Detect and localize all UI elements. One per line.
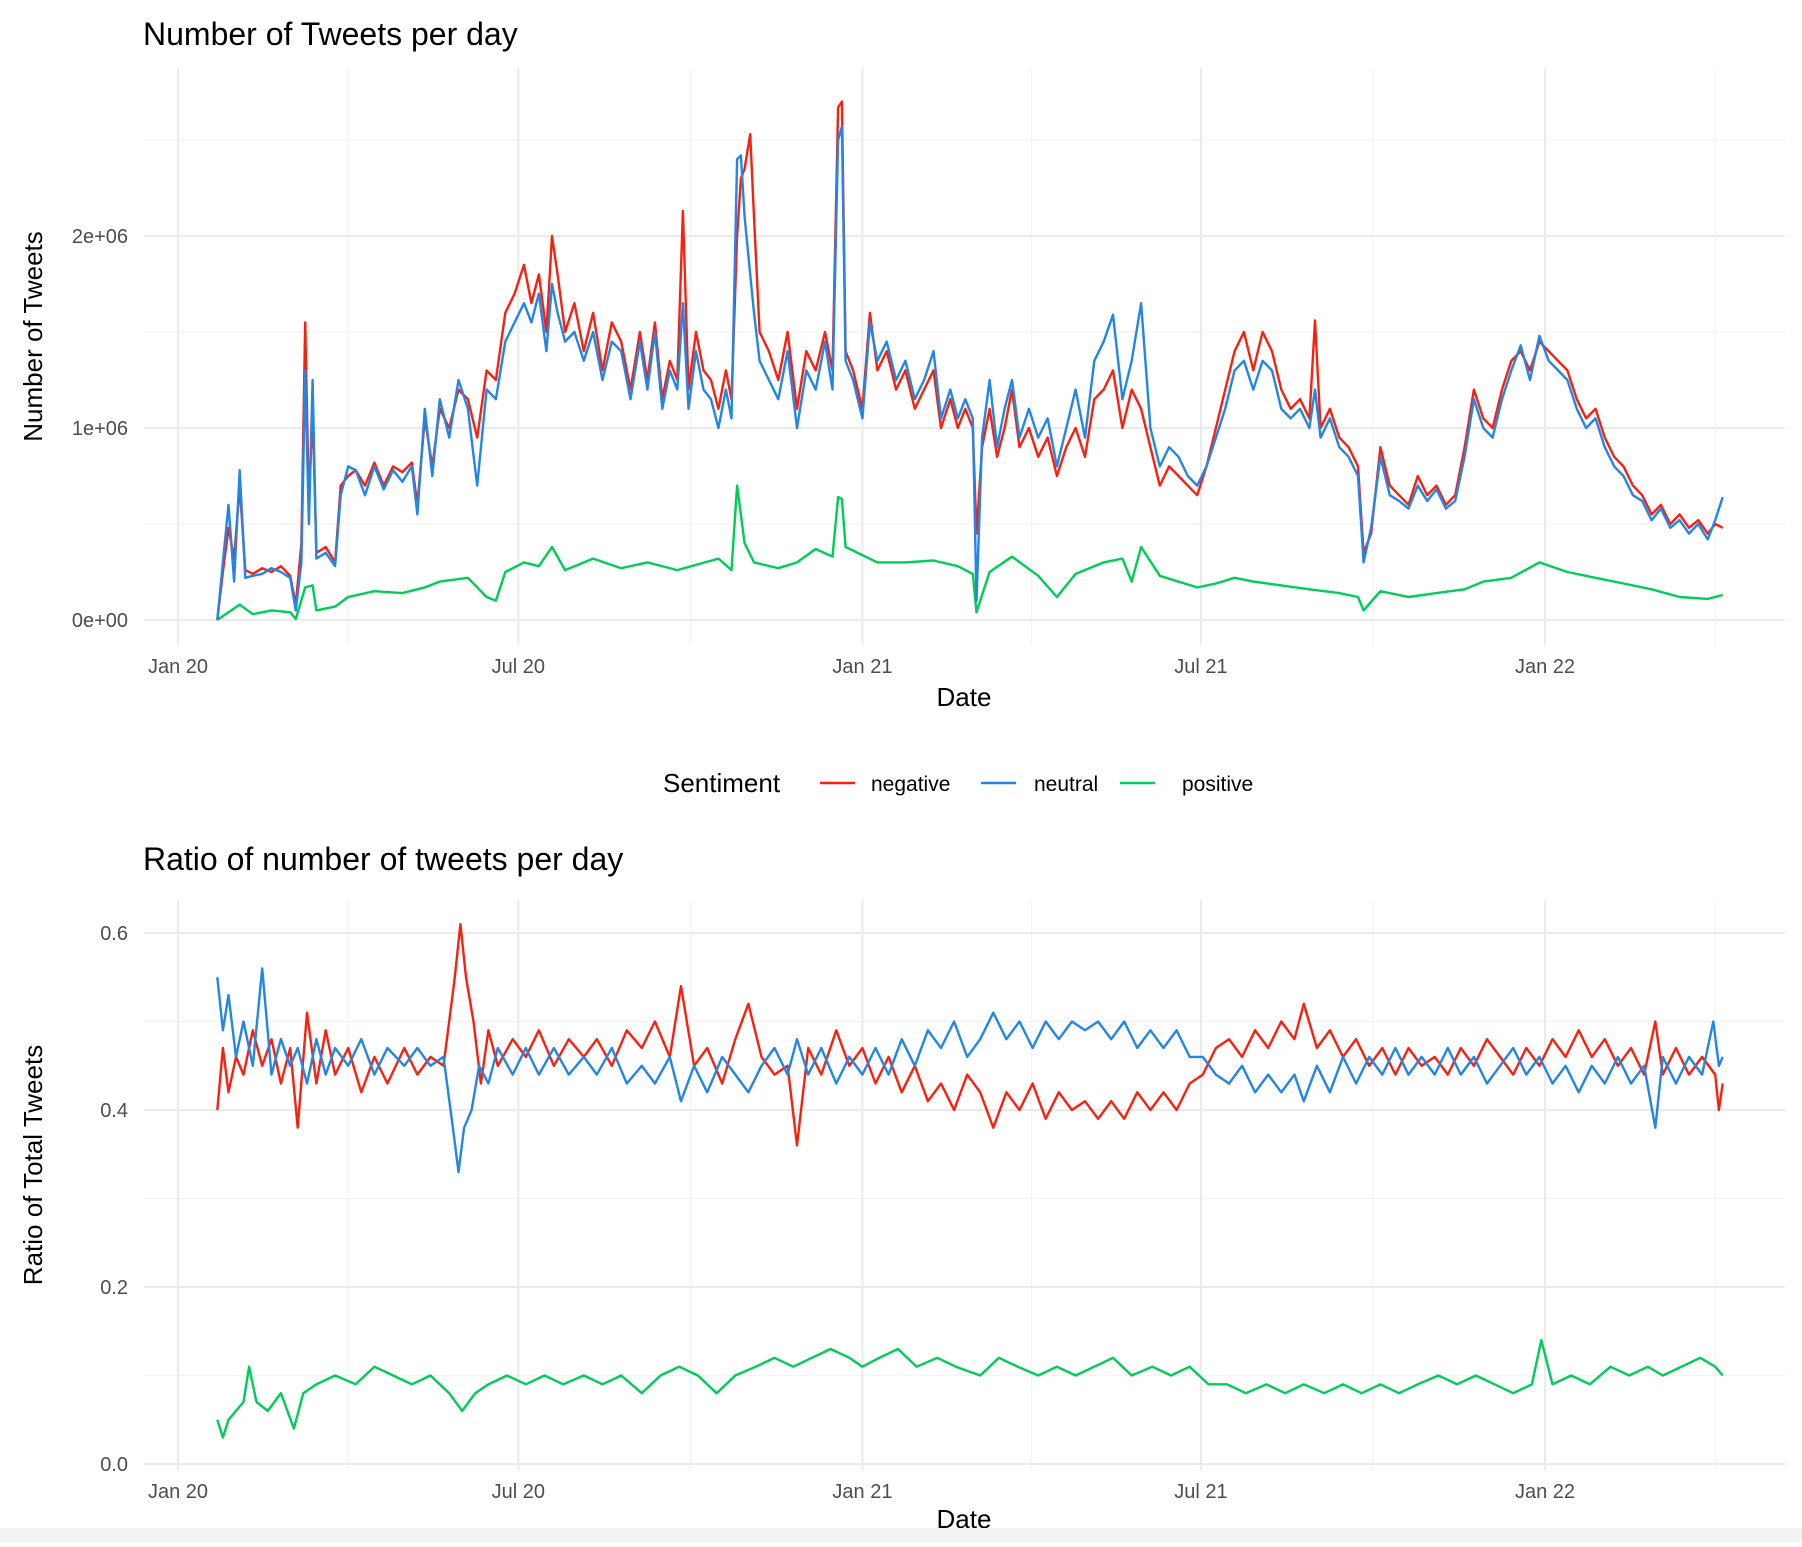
legend-label: neutral (1034, 773, 1098, 796)
x-tick-label: Jan 22 (1515, 656, 1575, 678)
y-tick-label: 0.0 (100, 1454, 128, 1476)
plot-tweets-per-day: Number of Tweets per day Jan 20 Jul 20 Jan … (18, 16, 1785, 712)
y-tick-label: 0.2 (100, 1277, 128, 1299)
y-tick-label: 2e+06 (72, 226, 128, 248)
legend-item-negative: negative (820, 773, 950, 796)
x-tick-label: Jul 21 (1174, 1481, 1227, 1503)
y-tick-label: 0.4 (100, 1100, 128, 1122)
series-line-positive (216, 484, 1724, 621)
legend-title: Sentiment (663, 768, 781, 798)
x-axis-label: Date (937, 682, 992, 712)
y-tick-label: 0e+00 (72, 610, 128, 632)
legend-label: negative (871, 773, 950, 796)
legend-item-neutral: neutral (981, 773, 1098, 796)
plot-ratio-of-tweets: Ratio of number of tweets per day Jan 20 J… (18, 841, 1785, 1534)
series-line-positive (216, 1338, 1724, 1439)
series-line-negative (216, 100, 1724, 621)
y-axis-label: Ratio of Total Tweets (18, 1045, 48, 1285)
legend-item-positive: positive (1120, 773, 1253, 796)
x-tick-label: Jan 20 (148, 656, 208, 678)
y-tick-label: 0.6 (100, 923, 128, 945)
x-tick-label: Jan 20 (148, 1481, 208, 1503)
series-line-neutral (216, 125, 1724, 621)
x-tick-label: Jul 21 (1174, 656, 1227, 678)
chart-title: Ratio of number of tweets per day (143, 841, 623, 877)
legend-label: positive (1182, 773, 1253, 796)
series-line-neutral (216, 967, 1724, 1174)
x-tick-label: Jan 21 (832, 1481, 892, 1503)
x-tick-label: Jul 20 (492, 656, 545, 678)
y-tick-label: 1e+06 (72, 418, 128, 440)
chart-title: Number of Tweets per day (143, 16, 518, 52)
x-tick-label: Jul 20 (492, 1481, 545, 1503)
x-tick-label: Jan 21 (832, 656, 892, 678)
series-line-negative (216, 923, 1724, 1147)
y-axis-label: Number of Tweets (18, 231, 48, 442)
x-tick-label: Jan 22 (1515, 1481, 1575, 1503)
legend: Sentiment negative neutral positive (663, 768, 1253, 798)
bottom-band (0, 1528, 1802, 1542)
